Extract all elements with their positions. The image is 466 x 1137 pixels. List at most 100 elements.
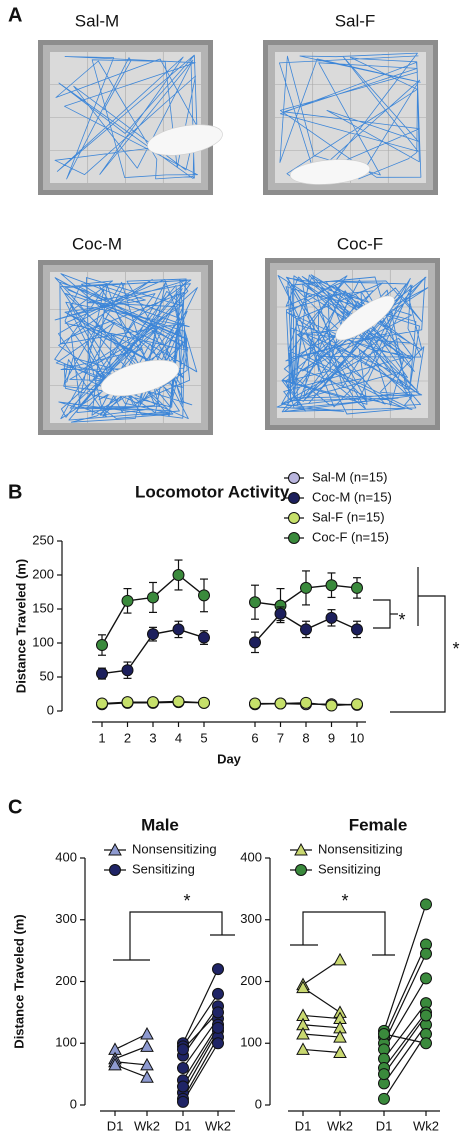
x-tick-label: 4 xyxy=(175,730,182,745)
mouse xyxy=(147,124,223,156)
pair-line xyxy=(383,1015,427,1075)
point xyxy=(212,987,224,1000)
point xyxy=(212,1006,224,1019)
point xyxy=(177,1061,189,1074)
track xyxy=(54,54,198,180)
chart-title: Locomotor Activity xyxy=(135,482,290,501)
photo-label: Coc-M xyxy=(72,234,122,253)
point xyxy=(351,698,363,711)
x-axis-label: Day xyxy=(217,751,242,766)
point xyxy=(121,696,134,709)
point xyxy=(198,589,210,602)
pair-line xyxy=(302,987,341,1013)
point xyxy=(249,596,261,609)
point xyxy=(96,667,108,680)
arena-photo xyxy=(263,40,438,195)
x-tick-label: 10 xyxy=(350,730,364,745)
y-tick-label: 100 xyxy=(240,1035,262,1050)
pair-line xyxy=(114,1033,148,1050)
pair-line xyxy=(114,1045,148,1060)
y-tick-label: 400 xyxy=(240,849,262,864)
pair-line xyxy=(383,953,427,1044)
point xyxy=(333,1045,347,1059)
point xyxy=(274,697,287,710)
y-tick-label: 300 xyxy=(240,911,262,926)
point xyxy=(140,1039,154,1052)
point xyxy=(198,696,210,709)
x-tick-label: Wk2 xyxy=(413,1118,439,1133)
point xyxy=(198,631,210,644)
significance-bracket xyxy=(302,911,386,955)
significance-star: * xyxy=(398,610,405,630)
legend-label: Sal-F (n=15) xyxy=(312,509,385,524)
x-tick-label: 8 xyxy=(302,730,309,745)
x-tick-label: D1 xyxy=(295,1118,312,1133)
point xyxy=(212,1037,224,1050)
y-tick-label: 100 xyxy=(32,634,54,649)
x-tick-label: Wk2 xyxy=(134,1118,160,1133)
point xyxy=(172,623,185,636)
series-line xyxy=(101,612,358,675)
point xyxy=(147,696,159,709)
point xyxy=(300,581,312,594)
photo-label: Coc-F xyxy=(337,234,383,253)
x-tick-label: 9 xyxy=(328,730,335,745)
significance-bracket xyxy=(390,595,446,713)
legend-label: Sensitizing xyxy=(132,861,195,876)
pair-line xyxy=(302,1024,341,1029)
point xyxy=(108,1057,122,1071)
x-tick-label: 5 xyxy=(200,730,207,745)
pair-line xyxy=(383,1024,427,1084)
x-tick-label: 7 xyxy=(277,730,284,745)
legend-marker xyxy=(109,864,121,876)
point xyxy=(96,639,108,652)
point xyxy=(249,636,261,649)
y-tick-label: 400 xyxy=(55,849,77,864)
point xyxy=(121,594,134,607)
pair-line xyxy=(383,904,427,1032)
mouse xyxy=(289,159,371,185)
x-tick-label: D1 xyxy=(175,1118,192,1133)
y-tick-label: 300 xyxy=(55,911,77,926)
point xyxy=(420,898,432,911)
y-tick-label: 0 xyxy=(255,1096,262,1111)
pair-line xyxy=(182,993,219,1047)
arena-photo xyxy=(265,258,440,430)
point xyxy=(325,579,338,592)
pair-line xyxy=(182,968,219,1044)
legend-label: Coc-F (n=15) xyxy=(312,529,389,544)
y-tick-label: 150 xyxy=(32,600,54,615)
x-tick-label: 1 xyxy=(98,730,105,745)
significance-star: * xyxy=(452,639,459,659)
chart-title: Female xyxy=(349,815,408,834)
pair-line xyxy=(182,1036,219,1100)
point xyxy=(420,972,432,985)
pair-line xyxy=(383,1033,427,1100)
pair-line xyxy=(383,1012,427,1069)
legend-label: Nonsensitizing xyxy=(318,841,403,856)
point xyxy=(420,1037,432,1050)
x-tick-label: Wk2 xyxy=(205,1118,231,1133)
significance-star: * xyxy=(183,891,190,911)
point xyxy=(378,1092,390,1105)
y-tick-label: 50 xyxy=(40,668,54,683)
panel-letter: A xyxy=(8,4,22,26)
legend-label: Sensitizing xyxy=(318,861,381,876)
pair-line xyxy=(383,944,427,1038)
point xyxy=(212,1021,224,1034)
legend-marker xyxy=(288,492,300,504)
point xyxy=(351,623,363,636)
point xyxy=(172,569,185,581)
x-tick-label: 3 xyxy=(149,730,156,745)
point xyxy=(378,1068,390,1081)
y-tick-label: 100 xyxy=(55,1035,77,1050)
x-tick-label: Wk2 xyxy=(327,1118,353,1133)
mouse xyxy=(100,359,180,397)
significance-bracket xyxy=(373,599,391,629)
y-axis-label: Distance Traveled (m) xyxy=(13,559,28,693)
legend-marker xyxy=(294,842,308,856)
legend-marker xyxy=(288,532,300,544)
y-tick-label: 0 xyxy=(70,1096,77,1111)
point xyxy=(420,1009,432,1022)
legend-label: Sal-M (n=15) xyxy=(312,469,388,484)
